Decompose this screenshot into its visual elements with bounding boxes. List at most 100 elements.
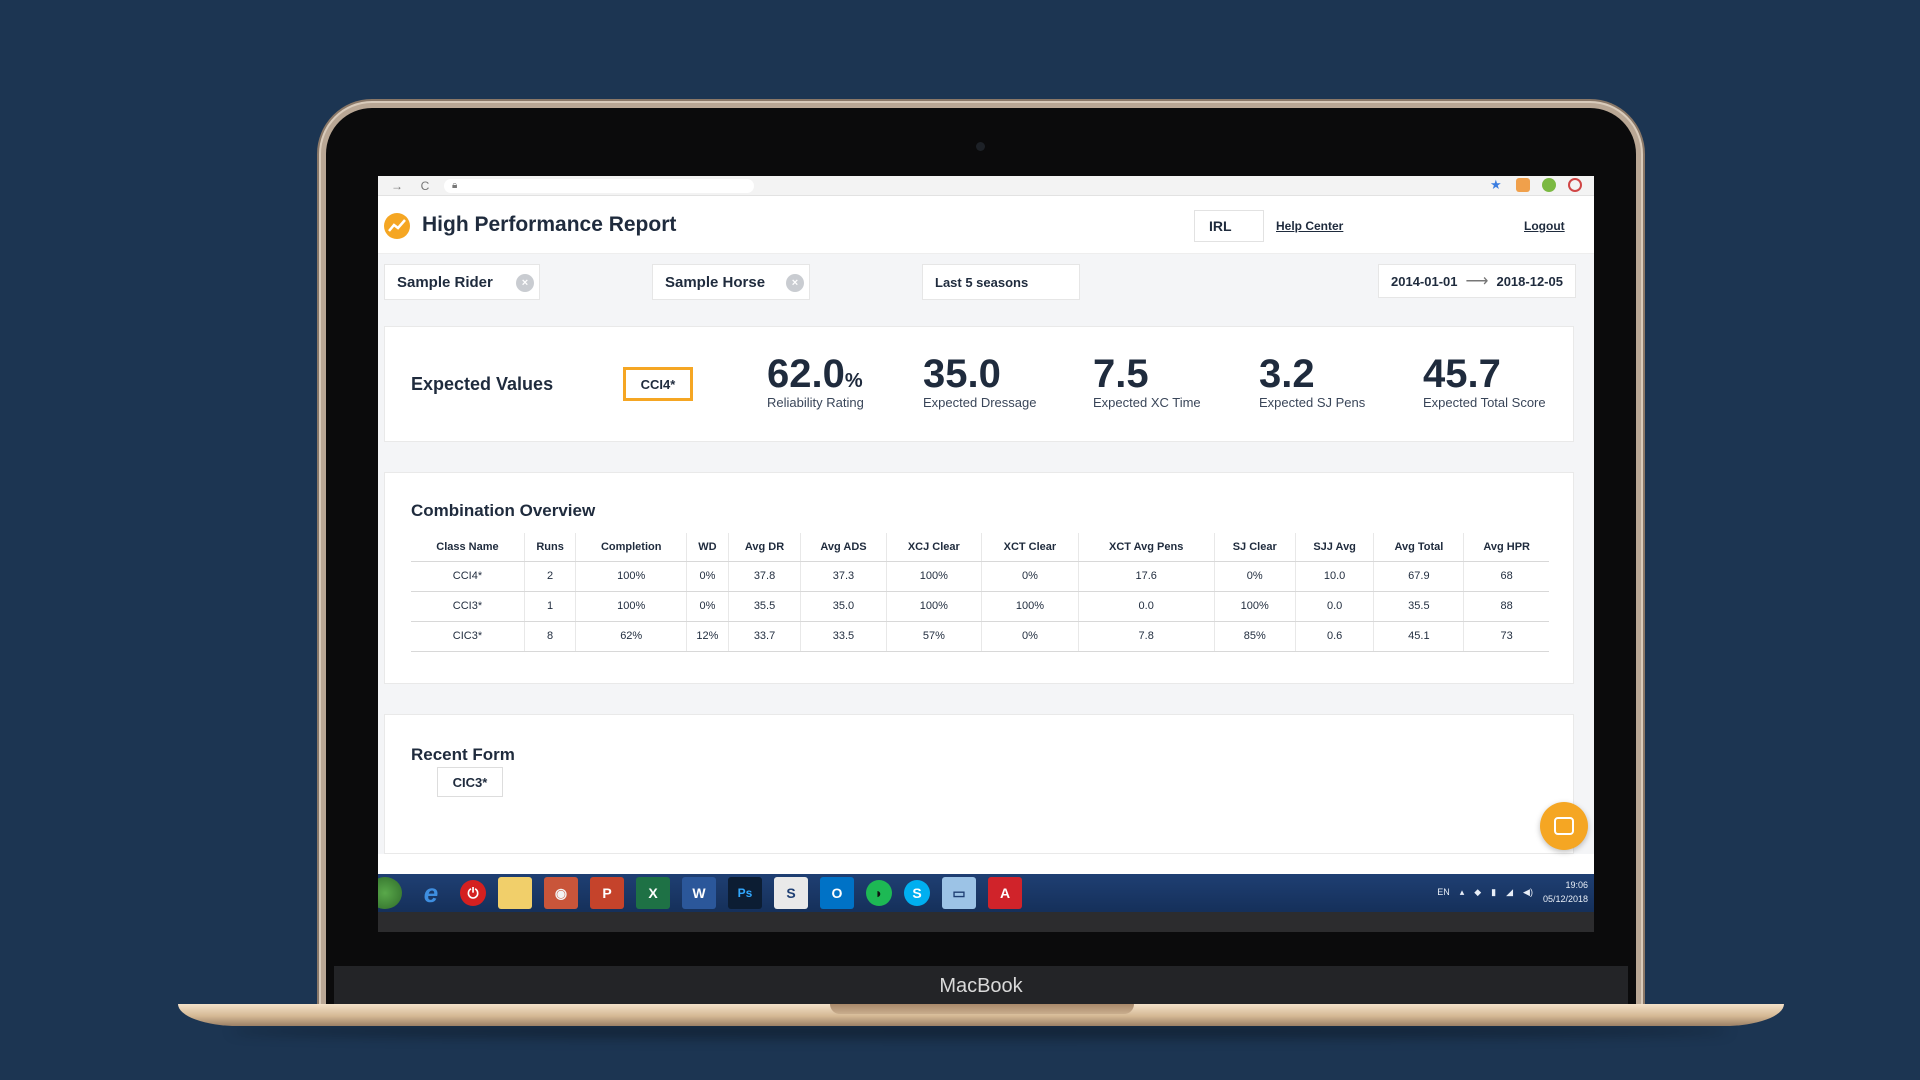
- date-to[interactable]: 2018-12-05: [1496, 273, 1563, 289]
- skype-icon[interactable]: S: [904, 880, 930, 906]
- chat-icon[interactable]: [1540, 802, 1588, 850]
- chrome-icon[interactable]: ◉: [544, 877, 578, 909]
- profile-icon[interactable]: [1568, 178, 1582, 192]
- help-center-link[interactable]: Help Center: [1276, 219, 1344, 233]
- laptop-shadow: [230, 1024, 1730, 1038]
- column-header[interactable]: XCT Avg Pens: [1077, 533, 1215, 562]
- table-cell: 0%: [686, 591, 729, 622]
- file-explorer-icon[interactable]: [498, 877, 532, 909]
- clock-time: 19:06: [1565, 880, 1588, 890]
- column-header[interactable]: Runs: [523, 533, 576, 562]
- table-cell: 17.6: [1077, 561, 1215, 592]
- word-icon[interactable]: W: [682, 877, 716, 909]
- acrobat-icon[interactable]: A: [988, 877, 1022, 909]
- column-header[interactable]: SJJ Avg: [1294, 533, 1374, 562]
- horse-select[interactable]: Sample Horse ×: [652, 264, 810, 300]
- class-input[interactable]: CCI4*: [623, 367, 693, 401]
- forward-icon[interactable]: →: [391, 178, 403, 193]
- clock[interactable]: 19:06 05/12/2018: [1543, 878, 1588, 906]
- metric-label: Expected Total Score: [1423, 395, 1546, 410]
- column-header[interactable]: Completion: [575, 533, 687, 562]
- remote-desktop-icon[interactable]: ▭: [942, 877, 976, 909]
- table-row: CCI4* 2 100% 0% 37.8 37.3 100% 0% 17.6 0…: [411, 561, 1549, 592]
- metric-label: Reliability Rating: [767, 395, 864, 410]
- date-from[interactable]: 2014-01-01: [1391, 273, 1458, 289]
- column-header[interactable]: Class Name: [411, 533, 525, 562]
- table-cell: 35.5: [727, 591, 801, 622]
- table-cell: 62%: [575, 621, 687, 652]
- table-cell: 35.0: [800, 591, 887, 622]
- logout-link[interactable]: Logout: [1524, 219, 1565, 233]
- tray-expand-icon[interactable]: ▴: [1459, 886, 1465, 897]
- clear-rider-icon[interactable]: ×: [516, 274, 534, 292]
- screen-bezel-bottom: [378, 912, 1594, 932]
- table-cell: 100%: [885, 561, 982, 592]
- arrow-right-icon: ⟶: [1465, 273, 1489, 290]
- rider-select[interactable]: Sample Rider ×: [384, 264, 540, 300]
- table-cell: 57%: [885, 621, 982, 652]
- dropbox-icon[interactable]: ◆: [1474, 886, 1482, 897]
- device-brand-label: MacBook: [939, 974, 1023, 997]
- system-tray: EN ▴ ◆ ▮ ◢ ◀) 19:06 05/12/2018: [1437, 878, 1588, 906]
- column-header[interactable]: SJ Clear: [1213, 533, 1296, 562]
- column-header[interactable]: WD: [686, 533, 729, 562]
- sway-icon[interactable]: S: [774, 877, 808, 909]
- date-range-picker[interactable]: 2014-01-01 ⟶ 2018-12-05: [1378, 264, 1576, 298]
- table-cell: 0.0: [1077, 591, 1215, 622]
- power-icon[interactable]: ⏻: [460, 880, 486, 906]
- app-logo-icon: [384, 213, 410, 239]
- table-cell: 100%: [981, 591, 1079, 622]
- table-cell: 73: [1463, 621, 1549, 652]
- rider-select-value: Sample Rider: [397, 273, 493, 291]
- combination-overview-title: Combination Overview: [411, 501, 596, 520]
- table-cell: 88: [1463, 591, 1549, 622]
- browser-extensions: ★: [1490, 178, 1582, 192]
- volume-icon[interactable]: ◀): [1523, 886, 1533, 897]
- table-cell: 100%: [575, 591, 687, 622]
- windows-start-icon[interactable]: [378, 877, 402, 909]
- language-indicator[interactable]: EN: [1437, 887, 1450, 897]
- address-bar[interactable]: 🔒︎: [444, 178, 754, 193]
- battery-icon[interactable]: ▮: [1491, 886, 1497, 897]
- taskbar: e ⏻ ◉ P X W Ps S O ◗ S ▭ A EN ▴ ◆ ▮ ◢ ◀)…: [378, 874, 1594, 912]
- recent-form-class-tag[interactable]: CIC3*: [437, 767, 503, 797]
- column-header[interactable]: Avg DR: [727, 533, 801, 562]
- table-cell: 100%: [885, 591, 982, 622]
- bookmark-star-icon[interactable]: ★: [1490, 177, 1502, 192]
- browser-toolbar: → C 🔒︎ ★: [378, 176, 1594, 196]
- spotify-icon[interactable]: ◗: [866, 880, 892, 906]
- column-header[interactable]: XCT Clear: [981, 533, 1079, 562]
- metric-label: Expected XC Time: [1093, 395, 1201, 410]
- metric-value: 7.5: [1093, 352, 1149, 396]
- column-header[interactable]: Avg HPR: [1463, 533, 1549, 562]
- clear-horse-icon[interactable]: ×: [786, 274, 804, 292]
- photoshop-icon[interactable]: Ps: [728, 877, 762, 909]
- country-select[interactable]: IRL: [1194, 210, 1264, 242]
- column-header[interactable]: Avg ADS: [800, 533, 887, 562]
- extension-icon[interactable]: [1516, 178, 1530, 192]
- table-cell: 37.8: [727, 561, 801, 592]
- metric-sj-pens: 3.2 Expected SJ Pens: [1259, 353, 1365, 410]
- table-cell: 0%: [981, 561, 1079, 592]
- reload-icon[interactable]: C: [420, 178, 430, 193]
- column-header[interactable]: XCJ Clear: [885, 533, 982, 562]
- network-icon[interactable]: ◢: [1506, 886, 1514, 897]
- laptop-base: [178, 1004, 1784, 1026]
- recent-form-title: Recent Form: [411, 745, 515, 764]
- internet-explorer-icon[interactable]: e: [423, 877, 439, 908]
- metric-dressage: 35.0 Expected Dressage: [923, 353, 1036, 410]
- recent-form-card: Recent Form CIC3*: [384, 714, 1574, 854]
- app-title: High Performance Report: [422, 213, 677, 236]
- extension-icon[interactable]: [1542, 178, 1556, 192]
- table-cell: 0.0: [1294, 591, 1374, 622]
- excel-icon[interactable]: X: [636, 877, 670, 909]
- metric-value: 35.0: [923, 352, 1001, 396]
- table-cell: 1: [523, 591, 576, 622]
- column-header[interactable]: Avg Total: [1373, 533, 1464, 562]
- table-cell: 85%: [1213, 621, 1296, 652]
- period-select[interactable]: Last 5 seasons: [922, 264, 1080, 300]
- table-cell: 0%: [686, 561, 729, 592]
- outlook-icon[interactable]: O: [820, 877, 854, 909]
- metric-unit: %: [844, 370, 863, 392]
- powerpoint-icon[interactable]: P: [590, 877, 624, 909]
